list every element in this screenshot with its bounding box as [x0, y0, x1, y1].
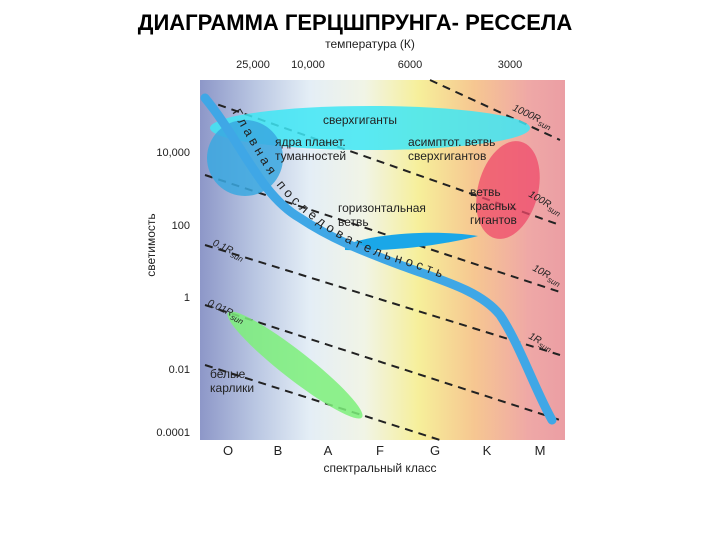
left-tick-label: 10,000	[156, 147, 190, 159]
region-label: карлики	[210, 381, 254, 395]
spectral-class: G	[430, 443, 440, 458]
left-tick-label: 1	[184, 292, 190, 304]
spectral-class: B	[274, 443, 283, 458]
top-tick-label: 3000	[498, 59, 522, 71]
region-label: сверхгиганты	[323, 113, 397, 127]
title: ДИАГРАММА ГЕРЦШПРУНГА- РЕССЕЛА	[138, 10, 573, 35]
supergiants-region	[210, 106, 530, 150]
left-tick-label: 0.01	[169, 364, 190, 376]
main-sequence	[200, 93, 557, 425]
bottom-axis-label: спектральный класс	[323, 461, 436, 475]
region-label: туманностей	[275, 149, 346, 163]
spectral-class: O	[223, 443, 233, 458]
radius-label: 1Rsun	[526, 331, 555, 355]
spectral-class: A	[324, 443, 333, 458]
white-dwarfs-region	[227, 311, 363, 419]
region-label: белые	[210, 367, 246, 381]
top-axis-label: температура (К)	[325, 37, 415, 51]
region-label: красных	[470, 199, 516, 213]
horizontal-branch	[345, 232, 478, 251]
top-tick-label: 10,000	[291, 59, 325, 71]
region-label: асимптот. ветвь	[408, 135, 495, 149]
region-label: ветвь	[338, 215, 369, 229]
left-axis-label: светимость	[144, 213, 158, 276]
radius-label-main: 1R	[527, 331, 543, 347]
region-label: ядра планет.	[275, 135, 346, 149]
region-label: гигантов	[470, 213, 517, 227]
top-tick-label: 6000	[398, 59, 422, 71]
left-tick-label: 100	[172, 220, 190, 232]
region-label: горизонтальная	[338, 201, 426, 215]
spectral-class: F	[376, 443, 384, 458]
red-giants-region	[476, 141, 540, 239]
region-label: сверхгигантов	[408, 149, 486, 163]
top-tick-label: 25,000	[236, 59, 270, 71]
spectral-class: K	[483, 443, 492, 458]
spectral-class: M	[535, 443, 546, 458]
left-tick-label: 0.0001	[156, 427, 190, 439]
region-label: ветвь	[470, 185, 501, 199]
